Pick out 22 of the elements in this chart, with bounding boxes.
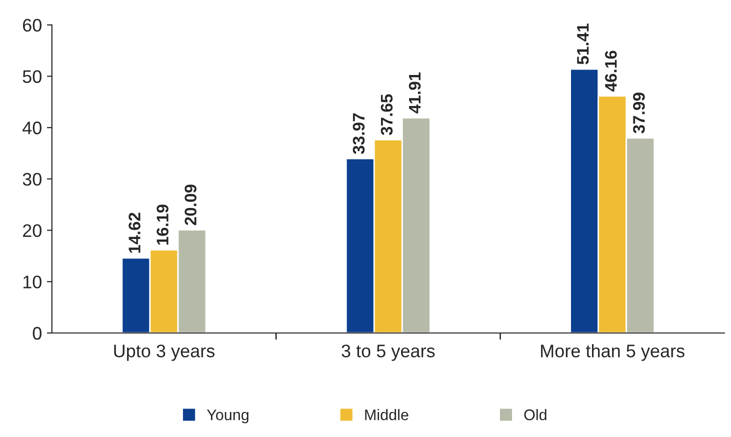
x-tick-label: More than 5 years — [541, 344, 684, 361]
data-label: 16.19 — [156, 204, 168, 245]
x-tick-label: Upto 3 years — [114, 344, 215, 361]
data-label: 14.62 — [128, 212, 140, 253]
data-label: 51.41 — [577, 24, 589, 64]
data-label: 33.97 — [352, 113, 365, 154]
data-label: 37.65 — [380, 94, 393, 136]
y-tick-label: 40 — [22, 122, 42, 134]
y-tick-label: 30 — [22, 172, 42, 186]
legend-label: Old — [524, 409, 546, 420]
data-label: 46.16 — [605, 50, 617, 92]
data-label: 20.09 — [184, 184, 196, 226]
x-tick-label: 3 to 5 years — [342, 344, 435, 361]
legend-label: Middle — [365, 409, 408, 420]
y-tick-label: 50 — [22, 70, 42, 83]
data-label: 41.91 — [408, 72, 421, 114]
y-tick-label: 0 — [32, 326, 42, 340]
y-tick-label: 20 — [23, 224, 42, 238]
data-label: 37.99 — [633, 92, 645, 134]
y-tick-label: 10 — [23, 276, 42, 288]
legend-label: Young — [206, 410, 248, 424]
y-tick-label: 60 — [23, 18, 42, 32]
